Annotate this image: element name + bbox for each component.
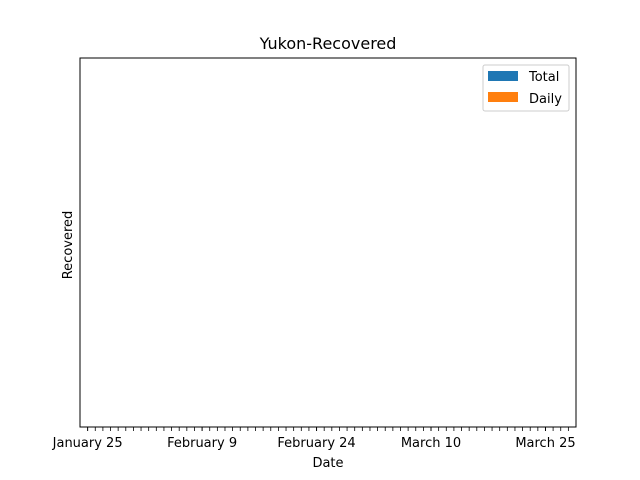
- legend: Total Daily: [482, 64, 570, 112]
- legend-label-total: Total: [528, 70, 559, 85]
- chart-title: Yukon-Recovered: [259, 34, 397, 53]
- legend-swatch-total: [488, 71, 518, 81]
- plot-area-frame: [79, 57, 577, 428]
- x-tick-label: March 25: [515, 436, 575, 451]
- x-tick-label: February 9: [167, 436, 237, 451]
- legend-label-daily: Daily: [529, 92, 562, 107]
- x-axis-tick-labels: January 25 February 9 February 24 March 10 M…: [52, 436, 576, 451]
- x-tick-label: March 10: [401, 436, 461, 451]
- x-tick-label: January 25: [52, 436, 123, 451]
- x-tick-label: February 24: [277, 436, 355, 451]
- x-axis-label: Date: [312, 456, 343, 471]
- x-axis-ticks: [87, 427, 569, 431]
- legend-swatch-daily: [488, 92, 518, 102]
- y-axis-label: Recovered: [61, 211, 76, 280]
